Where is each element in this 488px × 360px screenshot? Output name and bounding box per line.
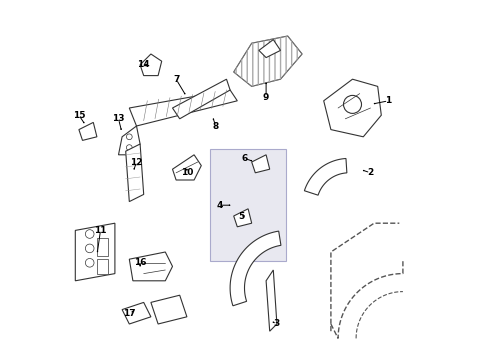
Polygon shape (125, 144, 143, 202)
Text: 11: 11 (94, 226, 106, 235)
Polygon shape (140, 54, 162, 76)
Text: 7: 7 (173, 75, 179, 84)
Polygon shape (230, 231, 281, 306)
Polygon shape (172, 155, 201, 180)
Polygon shape (118, 126, 140, 155)
Polygon shape (129, 252, 172, 281)
Text: 10: 10 (181, 168, 193, 177)
Text: 6: 6 (241, 154, 247, 163)
Text: 17: 17 (123, 309, 135, 318)
Polygon shape (258, 40, 280, 58)
FancyBboxPatch shape (210, 149, 285, 261)
Polygon shape (75, 223, 115, 281)
Text: 16: 16 (134, 258, 146, 267)
Circle shape (85, 258, 94, 267)
Polygon shape (129, 90, 237, 126)
Circle shape (85, 244, 94, 253)
Polygon shape (233, 209, 251, 227)
Polygon shape (151, 295, 186, 324)
Polygon shape (323, 79, 381, 137)
Polygon shape (79, 122, 97, 140)
Circle shape (85, 230, 94, 238)
Circle shape (343, 95, 361, 113)
Polygon shape (233, 36, 302, 86)
Text: 3: 3 (273, 320, 280, 328)
Text: 1: 1 (385, 96, 391, 105)
Text: 9: 9 (263, 93, 269, 102)
Circle shape (126, 145, 132, 150)
Text: 12: 12 (130, 158, 142, 166)
Text: 14: 14 (137, 60, 150, 69)
Polygon shape (265, 270, 276, 331)
Polygon shape (172, 79, 230, 119)
Circle shape (126, 134, 132, 140)
Text: 8: 8 (212, 122, 218, 131)
Text: 15: 15 (73, 111, 85, 120)
Text: 5: 5 (237, 212, 244, 220)
Text: 2: 2 (366, 168, 373, 177)
Polygon shape (251, 155, 269, 173)
Polygon shape (122, 302, 151, 324)
Bar (97, 259, 107, 274)
Text: 13: 13 (112, 114, 124, 123)
Polygon shape (304, 158, 346, 195)
Text: 4: 4 (216, 201, 222, 210)
Bar (97, 238, 107, 256)
